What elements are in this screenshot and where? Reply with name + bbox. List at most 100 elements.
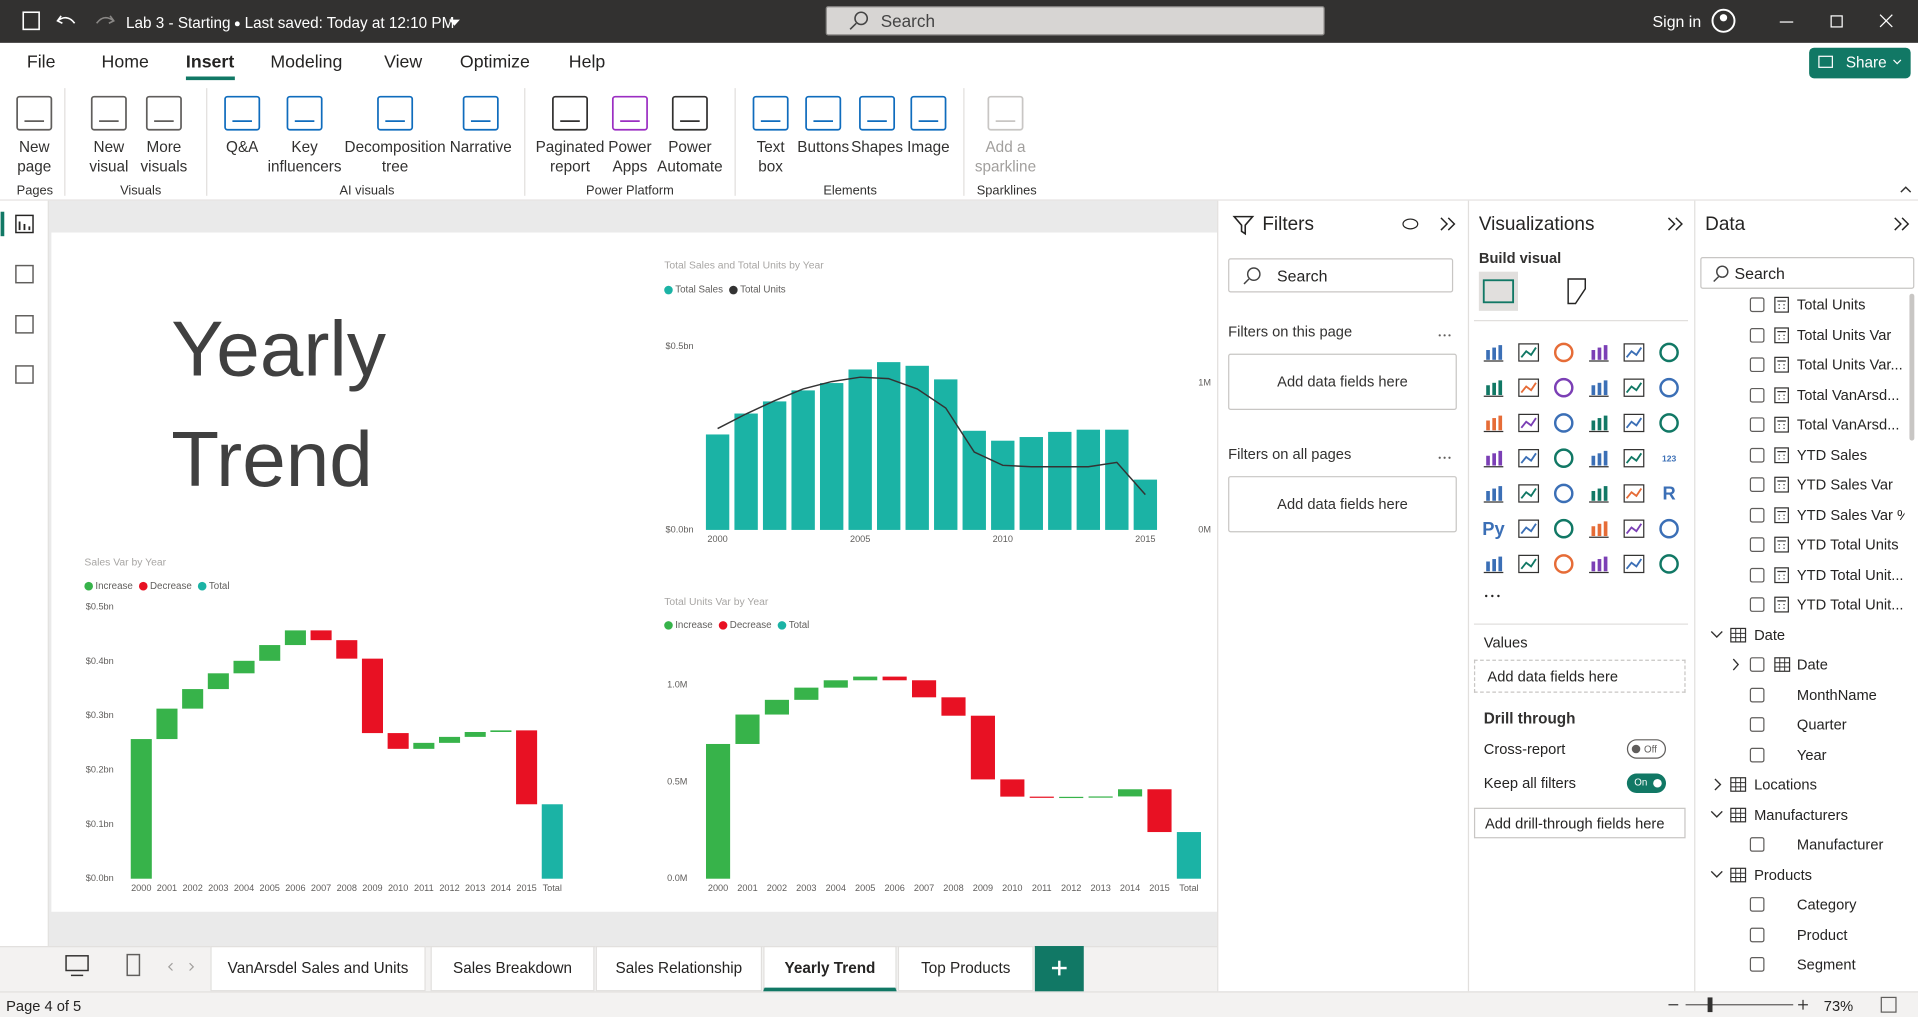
page-tab[interactable]: Yearly Trend	[763, 946, 897, 992]
data-search[interactable]	[1700, 257, 1915, 289]
filter-drop-zone[interactable]: Add data fields here	[1228, 353, 1457, 410]
ribbon-button[interactable]: Power Apps	[608, 138, 652, 176]
field-icons	[1749, 747, 1765, 762]
page-tab[interactable]: VanArsdel Sales and Units	[210, 946, 426, 992]
field-row[interactable]: YTD Sales Var %	[1694, 501, 1905, 528]
field-icons	[1749, 446, 1789, 463]
measure-icon	[1774, 386, 1789, 403]
field-row[interactable]: Date	[1694, 621, 1904, 648]
page-tab[interactable]: Sales Breakdown	[430, 946, 595, 992]
ribbon-group-label: Sparklines	[976, 183, 1037, 199]
field-row[interactable]: YTD Sales	[1694, 441, 1904, 468]
filters-pane	[1217, 200, 1468, 992]
measure-icon	[1774, 296, 1789, 313]
field-row[interactable]: Year	[1694, 741, 1904, 768]
field-row[interactable]: Products	[1694, 861, 1904, 888]
page-tab[interactable]: Top Products	[897, 946, 1034, 992]
field-row[interactable]: MonthName	[1694, 681, 1904, 708]
menu-item[interactable]: Home	[101, 52, 149, 73]
add-page[interactable]	[1034, 946, 1084, 992]
keep-toggle[interactable]: On	[1626, 773, 1667, 794]
data-pane	[1694, 200, 1918, 992]
page-tab[interactable]: Sales Relationship	[595, 946, 763, 992]
ribbon-button[interactable]: Decomposition tree	[344, 138, 446, 176]
field-icons	[1710, 627, 1747, 642]
filter-drop-zone[interactable]: Add data fields here	[1228, 476, 1457, 533]
field-row[interactable]: Segment	[1694, 951, 1904, 978]
menu-item[interactable]: Optimize	[459, 52, 530, 73]
search-text: Search	[880, 11, 935, 31]
checkbox	[1749, 837, 1765, 852]
field-row[interactable]: Quarter	[1694, 711, 1904, 738]
ribbon-button[interactable]: Power Automate	[657, 138, 723, 176]
filters-search[interactable]	[1228, 258, 1454, 293]
measure-icon	[1774, 476, 1789, 493]
ribbon-button[interactable]: Text box	[756, 138, 785, 176]
ribbon-button[interactable]: Shapes	[851, 138, 903, 156]
cross-toggle[interactable]: Off	[1626, 739, 1667, 759]
values-drop-zone[interactable]: Add data fields here	[1473, 659, 1686, 693]
field-row[interactable]: YTD Total Units	[1694, 531, 1904, 558]
page-indicator: Page 4 of 5	[6, 997, 82, 1015]
menu-item[interactable]: Insert	[185, 52, 235, 73]
checkbox	[1749, 717, 1765, 732]
field-row[interactable]: Total VanArsd...	[1694, 381, 1904, 408]
ribbon-button[interactable]: Buttons	[797, 138, 850, 156]
field-label: Product	[1796, 925, 1848, 943]
field-row[interactable]: Manufacturer	[1694, 831, 1904, 858]
field-list: Total Units Total Units Var Total Units Va…	[1694, 291, 1905, 989]
search-box[interactable]	[825, 6, 1325, 36]
ribbon-group-label: AI visuals	[339, 183, 395, 199]
field-row[interactable]: YTD Total Unit...	[1694, 561, 1904, 588]
measure-icon	[1774, 596, 1789, 613]
values-label: Values	[1483, 633, 1528, 652]
table-icon	[1730, 777, 1747, 792]
measure-icon	[1774, 416, 1789, 433]
menu-item[interactable]: View	[384, 52, 423, 73]
field-label: Segment	[1796, 955, 1856, 973]
field-label: Total VanArsd...	[1796, 386, 1900, 404]
checkbox	[1749, 927, 1765, 942]
menu-item[interactable]: File	[26, 52, 56, 73]
field-icons	[1749, 957, 1765, 972]
measure-icon	[1774, 446, 1789, 463]
ribbon-button[interactable]: Paginated report	[535, 138, 605, 176]
field-icons	[1749, 717, 1765, 732]
field-label: Manufacturers	[1754, 805, 1848, 824]
table-icon	[1730, 807, 1746, 822]
field-row[interactable]: Product	[1694, 921, 1904, 948]
ribbon-button: Add a sparkline	[974, 138, 1037, 176]
ribbon-button[interactable]: Key influencers	[267, 138, 342, 176]
field-row[interactable]: Total Units Var	[1694, 321, 1904, 348]
checkbox	[1749, 567, 1765, 582]
checkbox	[1749, 297, 1765, 313]
ribbon-button[interactable]: Q&A	[226, 138, 259, 156]
field-label: Manufacturer	[1796, 835, 1884, 854]
ribbon-button[interactable]: More visuals	[140, 138, 188, 176]
checkbox	[1749, 957, 1765, 972]
table-icon	[1730, 627, 1747, 642]
field-row[interactable]: YTD Total Unit...	[1694, 591, 1904, 618]
ribbon-button[interactable]: Narrative	[449, 138, 512, 156]
field-row[interactable]: Locations	[1694, 771, 1904, 798]
sign-in[interactable]: Sign in	[1652, 12, 1702, 31]
drill-drop-zone[interactable]: Add drill-through fields here	[1473, 807, 1686, 839]
ribbon-button[interactable]: Image	[907, 138, 950, 156]
menu-item[interactable]: Help	[568, 52, 606, 73]
field-row[interactable]: Total Units Var...	[1694, 351, 1904, 378]
menu-item[interactable]: Modeling	[270, 52, 343, 73]
filters-title: Filters	[1262, 214, 1314, 235]
ribbon-button[interactable]: New visual	[89, 138, 129, 176]
build-visual: Build visual	[1478, 249, 1562, 267]
field-row[interactable]: Total Units	[1694, 291, 1904, 318]
report-page	[51, 232, 1218, 912]
field-row[interactable]: Date	[1694, 651, 1904, 678]
field-label: YTD Sales Var %	[1796, 506, 1905, 524]
checkbox	[1749, 597, 1765, 612]
field-row[interactable]: Manufacturers	[1694, 801, 1904, 828]
field-row[interactable]: YTD Sales Var	[1694, 471, 1904, 498]
field-label: YTD Total Unit...	[1796, 596, 1904, 614]
field-row[interactable]: Category	[1694, 891, 1904, 918]
ribbon-button[interactable]: New page	[17, 138, 52, 176]
field-row[interactable]: Total VanArsd...	[1694, 411, 1904, 438]
